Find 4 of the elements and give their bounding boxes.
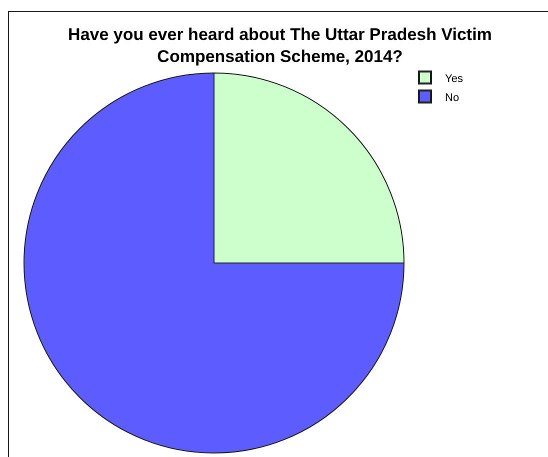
legend-label: Yes <box>445 72 464 85</box>
chart-title: Have you ever heard about The Uttar Pradesh Victim Compensation Scheme, 2014? <box>68 25 492 66</box>
pie-slice <box>24 72 404 454</box>
legend-label: No <box>445 92 460 104</box>
